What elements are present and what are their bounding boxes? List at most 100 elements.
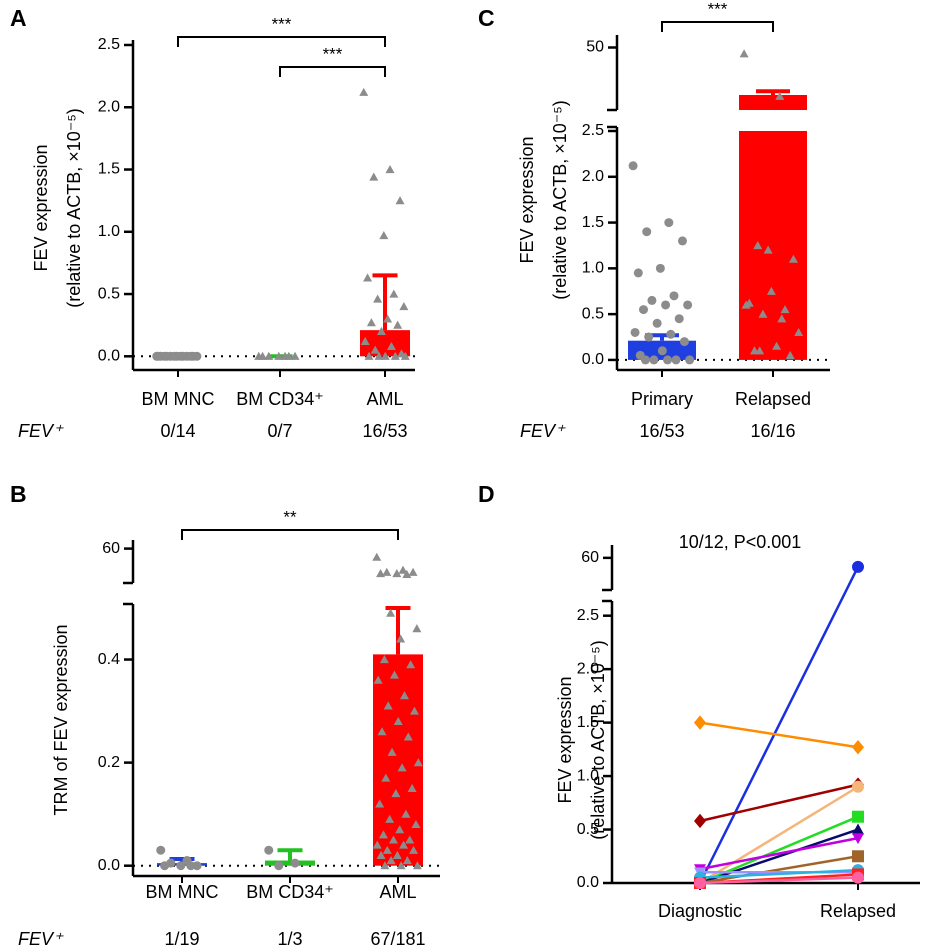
y-tick-label: 1.0 bbox=[582, 260, 604, 277]
series-line bbox=[699, 876, 859, 885]
data-point bbox=[360, 336, 370, 345]
y-tick-label: 0.0 bbox=[98, 857, 120, 874]
data-point bbox=[376, 326, 386, 335]
footer-value: 16/53 bbox=[639, 421, 684, 441]
data-point bbox=[753, 240, 763, 250]
y-tick-label: 1.0 bbox=[98, 223, 120, 240]
significance-bracket bbox=[181, 529, 399, 540]
data-point bbox=[364, 351, 374, 360]
x-tick-label: BM CD34⁺ bbox=[236, 389, 324, 409]
data-point bbox=[661, 300, 671, 310]
data-point bbox=[407, 783, 417, 792]
data-point bbox=[379, 231, 389, 240]
data-point bbox=[669, 291, 679, 301]
data-point bbox=[359, 87, 369, 96]
y-axis-label: (relative to ACTB, ×10⁻⁵) bbox=[550, 100, 570, 300]
data-point bbox=[372, 552, 382, 561]
y-axis-label: (relative to ACTB, ×10⁻⁵) bbox=[588, 640, 608, 840]
series-point bbox=[852, 823, 864, 835]
bar bbox=[373, 654, 423, 866]
data-point bbox=[258, 351, 268, 360]
chart-title: 10/12, P<0.001 bbox=[679, 532, 802, 552]
data-point bbox=[159, 351, 169, 361]
data-point bbox=[372, 840, 382, 849]
data-point bbox=[377, 727, 387, 736]
y-tick-label: 2.5 bbox=[582, 122, 604, 139]
bar bbox=[739, 131, 807, 360]
data-point bbox=[393, 320, 403, 329]
data-point bbox=[387, 747, 397, 756]
data-point bbox=[674, 314, 684, 324]
data-point bbox=[630, 327, 640, 337]
x-tick-label: Primary bbox=[631, 389, 693, 409]
data-point bbox=[777, 314, 787, 323]
bar bbox=[265, 860, 315, 866]
data-point bbox=[153, 351, 163, 361]
y-tick-label: 1.0 bbox=[577, 767, 599, 784]
footer-value: 0/14 bbox=[160, 421, 195, 441]
data-point bbox=[644, 332, 654, 342]
data-point bbox=[380, 861, 390, 870]
data-point bbox=[366, 318, 376, 327]
y-tick-label: 2.0 bbox=[582, 168, 604, 185]
data-point bbox=[775, 91, 785, 100]
y-tick-label: 60 bbox=[581, 549, 599, 566]
data-point bbox=[766, 286, 776, 295]
data-point bbox=[396, 634, 406, 643]
x-tick-label: Diagnostic bbox=[658, 901, 742, 921]
data-point bbox=[772, 341, 782, 350]
data-point bbox=[186, 861, 196, 871]
y-axis-label: FEV expression bbox=[517, 136, 537, 263]
data-point bbox=[633, 268, 643, 278]
x-tick-label: BM MNC bbox=[142, 389, 215, 409]
significance-bracket bbox=[279, 66, 386, 77]
y-axis-label: FEV expression bbox=[555, 676, 575, 803]
series-point bbox=[694, 813, 706, 829]
data-point bbox=[402, 856, 412, 865]
data-point bbox=[389, 670, 399, 679]
y-axis-label: FEV expression bbox=[31, 144, 51, 271]
panel-letter: A bbox=[10, 5, 27, 31]
series-point bbox=[694, 715, 706, 730]
data-point bbox=[160, 861, 170, 871]
data-point bbox=[369, 172, 379, 181]
data-point bbox=[403, 732, 413, 741]
data-point bbox=[391, 789, 401, 798]
footer-value: 1/3 bbox=[277, 929, 302, 949]
data-point bbox=[274, 861, 284, 871]
data-point bbox=[640, 355, 650, 365]
data-point bbox=[388, 835, 398, 844]
data-point bbox=[639, 305, 649, 315]
data-point bbox=[385, 814, 395, 823]
data-point bbox=[780, 305, 790, 314]
data-point bbox=[156, 845, 166, 855]
significance-label: *** bbox=[323, 44, 343, 63]
data-point bbox=[383, 314, 393, 323]
y-tick-label: 60 bbox=[102, 540, 120, 557]
data-point bbox=[671, 355, 681, 365]
y-tick-label: 2.0 bbox=[98, 98, 120, 115]
series-point bbox=[694, 877, 706, 889]
data-point bbox=[373, 675, 383, 684]
significance-label: ** bbox=[283, 507, 297, 526]
data-point bbox=[666, 329, 676, 339]
data-point bbox=[395, 825, 405, 834]
data-point bbox=[755, 346, 765, 355]
data-point bbox=[409, 706, 419, 715]
data-point bbox=[290, 351, 300, 360]
data-point bbox=[393, 716, 403, 725]
y-axis-label: TRM of FEV expression bbox=[51, 624, 71, 815]
y-tick-label: 2.5 bbox=[577, 607, 599, 624]
data-point bbox=[628, 161, 638, 171]
data-point bbox=[376, 850, 386, 859]
data-point bbox=[380, 351, 390, 360]
y-tick-label: 1.5 bbox=[582, 214, 604, 231]
data-point bbox=[652, 318, 662, 328]
data-point bbox=[679, 337, 689, 347]
data-point bbox=[413, 758, 423, 767]
data-point bbox=[683, 300, 693, 310]
y-axis-label: (relative to ACTB, ×10⁻⁵) bbox=[64, 108, 84, 308]
data-point bbox=[382, 845, 392, 854]
data-point bbox=[363, 273, 373, 282]
